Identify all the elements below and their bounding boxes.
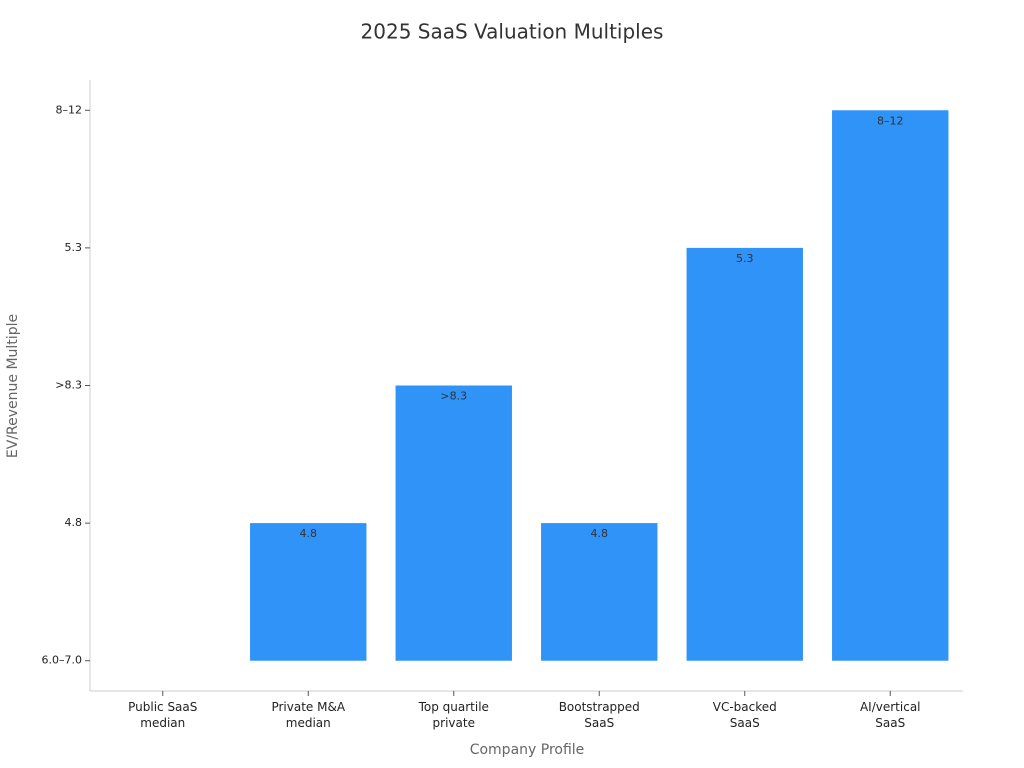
bar bbox=[395, 385, 512, 661]
data-label: 5.3 bbox=[736, 252, 754, 265]
y-tick-label: 5.3 bbox=[65, 241, 83, 254]
bar bbox=[250, 523, 367, 661]
bar bbox=[686, 247, 803, 661]
x-tick-label: Private M&A median bbox=[271, 700, 346, 730]
y-tick-label: 6.0–7.0 bbox=[42, 654, 83, 667]
chart-title: 2025 SaaS Valuation Multiples bbox=[361, 20, 664, 44]
x-axis-label: Company Profile bbox=[470, 742, 585, 758]
y-tick-label: 4.8 bbox=[65, 516, 83, 529]
data-label: 4.8 bbox=[300, 527, 318, 540]
x-tick-label: Public SaaS median bbox=[128, 700, 198, 730]
data-label: 8–12 bbox=[877, 114, 904, 127]
x-tick-label: Bootstrapped SaaS bbox=[558, 700, 640, 730]
data-label: >8.3 bbox=[440, 390, 467, 403]
x-tick-label: VC-backed SaaS bbox=[712, 700, 777, 730]
y-axis-label: EV/Revenue Multiple bbox=[5, 314, 21, 458]
data-label: 4.8 bbox=[591, 527, 609, 540]
x-tick-label: AI/vertical SaaS bbox=[859, 700, 921, 730]
bar bbox=[541, 523, 658, 661]
x-tick-label: Top quartile private bbox=[418, 700, 489, 730]
y-tick-label: 8–12 bbox=[56, 103, 83, 116]
y-tick-label: >8.3 bbox=[55, 379, 82, 392]
bar bbox=[832, 110, 949, 661]
